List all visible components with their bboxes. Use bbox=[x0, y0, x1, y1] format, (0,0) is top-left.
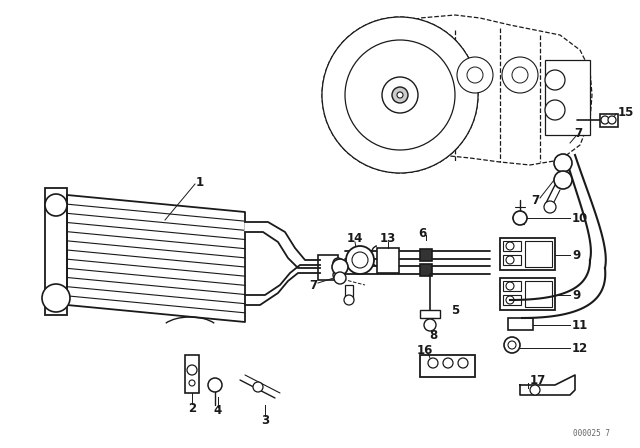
Circle shape bbox=[352, 252, 368, 268]
Bar bbox=[503, 255, 521, 265]
Bar bbox=[503, 241, 521, 251]
Bar bbox=[503, 281, 521, 291]
Bar bbox=[420, 310, 440, 318]
Bar bbox=[420, 249, 432, 261]
Circle shape bbox=[457, 57, 493, 93]
Circle shape bbox=[504, 337, 520, 353]
Circle shape bbox=[530, 385, 540, 395]
Text: 4: 4 bbox=[214, 404, 222, 417]
Circle shape bbox=[346, 246, 374, 274]
Circle shape bbox=[392, 87, 408, 103]
Text: 11: 11 bbox=[572, 319, 588, 332]
Bar bbox=[525, 281, 552, 307]
Bar bbox=[318, 255, 338, 280]
Circle shape bbox=[458, 358, 468, 368]
Text: 9: 9 bbox=[572, 249, 580, 262]
Circle shape bbox=[428, 358, 438, 368]
Circle shape bbox=[334, 272, 346, 284]
Text: 7: 7 bbox=[531, 194, 539, 207]
Text: 13: 13 bbox=[380, 232, 396, 245]
Circle shape bbox=[253, 382, 263, 392]
Circle shape bbox=[554, 171, 572, 189]
Circle shape bbox=[189, 380, 195, 386]
Text: 10: 10 bbox=[572, 211, 588, 224]
Text: 17: 17 bbox=[530, 374, 547, 387]
Circle shape bbox=[506, 242, 514, 250]
Text: 8: 8 bbox=[429, 328, 437, 341]
Circle shape bbox=[397, 92, 403, 98]
Circle shape bbox=[45, 194, 67, 216]
Circle shape bbox=[502, 57, 538, 93]
Text: 2: 2 bbox=[188, 401, 196, 414]
Bar bbox=[525, 241, 552, 267]
Polygon shape bbox=[67, 195, 245, 322]
Text: 7: 7 bbox=[574, 126, 582, 139]
Text: 7: 7 bbox=[309, 279, 317, 292]
Text: 14: 14 bbox=[347, 232, 363, 245]
Text: 1: 1 bbox=[196, 176, 204, 189]
Bar bbox=[600, 114, 618, 127]
Circle shape bbox=[187, 365, 197, 375]
Circle shape bbox=[345, 40, 455, 150]
Circle shape bbox=[382, 77, 418, 113]
Bar bbox=[500, 238, 555, 270]
Circle shape bbox=[322, 17, 478, 173]
Circle shape bbox=[467, 67, 483, 83]
Bar bbox=[508, 318, 533, 330]
Circle shape bbox=[332, 259, 348, 275]
Circle shape bbox=[344, 295, 354, 305]
Bar bbox=[420, 264, 432, 276]
Bar bbox=[377, 248, 399, 273]
Bar bbox=[345, 285, 353, 300]
Polygon shape bbox=[245, 222, 320, 268]
Bar bbox=[185, 355, 199, 393]
Circle shape bbox=[208, 378, 222, 392]
Text: 6: 6 bbox=[418, 227, 426, 240]
Bar bbox=[420, 355, 475, 377]
Circle shape bbox=[544, 201, 556, 213]
Circle shape bbox=[506, 282, 514, 290]
Circle shape bbox=[443, 358, 453, 368]
Circle shape bbox=[508, 341, 516, 349]
Circle shape bbox=[513, 211, 527, 225]
Bar bbox=[503, 295, 521, 305]
Bar bbox=[45, 188, 67, 315]
Circle shape bbox=[608, 116, 616, 124]
Text: 5: 5 bbox=[451, 303, 459, 316]
Circle shape bbox=[506, 256, 514, 264]
Bar bbox=[500, 278, 555, 310]
Circle shape bbox=[333, 258, 343, 268]
Circle shape bbox=[506, 296, 514, 304]
Text: 9: 9 bbox=[572, 289, 580, 302]
Text: 3: 3 bbox=[261, 414, 269, 426]
Circle shape bbox=[333, 270, 343, 280]
Circle shape bbox=[512, 67, 528, 83]
Circle shape bbox=[424, 319, 436, 331]
Text: 12: 12 bbox=[572, 341, 588, 354]
Text: 15: 15 bbox=[618, 105, 634, 119]
Bar bbox=[545, 60, 590, 135]
Circle shape bbox=[545, 100, 565, 120]
Circle shape bbox=[601, 116, 609, 124]
Circle shape bbox=[42, 284, 70, 312]
Text: 16: 16 bbox=[417, 344, 433, 357]
Circle shape bbox=[545, 70, 565, 90]
Text: 000025 7: 000025 7 bbox=[573, 429, 610, 438]
Circle shape bbox=[554, 154, 572, 172]
